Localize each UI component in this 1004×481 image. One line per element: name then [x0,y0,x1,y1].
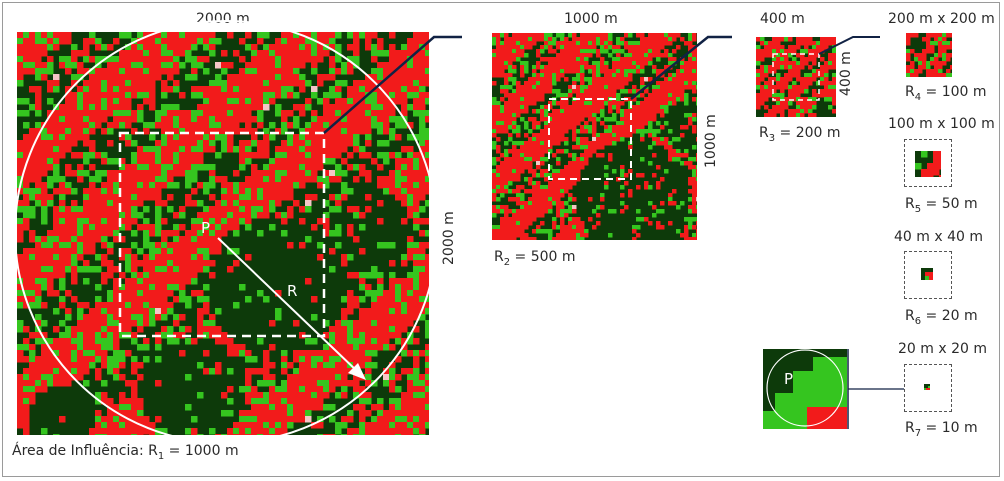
panel7-caption: R7 = 10 m [905,420,978,442]
caption-subscript: 2 [503,256,511,268]
panel1-caption: Área de Influência: R1 = 1000 m [12,443,239,465]
land-cover-map-100m [915,151,941,177]
pixel-center-label: P [784,370,794,388]
panel5-caption: R5 = 50 m [905,196,978,218]
panel7-frame [904,364,952,412]
panel2-top-label: 1000 m [564,11,618,27]
land-cover-map-1000m [492,33,697,240]
panel7-top-label: 20 m x 20 m [898,341,987,357]
caption-text: R [905,308,915,324]
pixel-red [807,407,847,429]
land-cover-raster [17,32,429,435]
leader-line-1 [323,35,462,134]
pixel-dark [813,349,847,357]
radius-arrow [217,237,359,373]
caption-subscript: 4 [914,91,922,103]
caption-text: R [759,125,769,141]
panel5-top-label: 100 m x 100 m [888,116,995,132]
pixel-dark [763,349,793,393]
caption-value: = 500 m [510,249,576,265]
caption-value: = 50 m [921,196,978,212]
land-cover-raster [921,268,933,280]
panel6-frame [904,251,952,299]
caption-subscript: 6 [914,315,922,327]
panel4-top-label: 200 m x 200 m [888,11,995,27]
center-point-label: P [201,219,211,237]
land-cover-raster [915,151,941,177]
pixel-zoom-circle [766,349,844,427]
panel6-caption: R6 = 20 m [905,308,978,330]
caption-value: = 200 m [775,125,841,141]
land-cover-map-40m [921,268,933,280]
panel5-frame [904,139,952,187]
radius-arrowhead [348,363,366,380]
caption-subscript: 3 [768,132,776,144]
land-cover-map-200m [906,33,952,77]
panel1-top-label: 2000 m [196,11,250,27]
pixel-zoom-illustration [763,349,847,429]
panel3-caption: R3 = 200 m [759,125,841,147]
caption-subscript: 5 [914,203,922,215]
zoom-box-400m [548,98,632,180]
caption-text: R [905,196,915,212]
land-cover-raster [906,33,952,77]
land-cover-raster [924,384,930,390]
panel6-top-label: 40 m x 40 m [894,229,983,245]
caption-text: R [905,84,915,100]
panel4-caption: R4 = 100 m [905,84,987,106]
caption-text: R [905,420,915,436]
caption-value: = 20 m [921,308,978,324]
panel2-caption: R2 = 500 m [494,249,576,271]
land-cover-raster [492,33,697,240]
land-cover-map-2000m [17,32,429,435]
influence-circle [14,20,438,444]
caption-subscript: 1 [157,450,165,462]
leader-line-3 [818,36,880,55]
pixel-grid [763,349,847,429]
zoom-box-200m [772,53,820,101]
leader-line-2 [630,35,732,100]
zoom-box-1000m [118,131,326,338]
panel3-top-label: 400 m [760,11,805,27]
radius-label: R [287,282,298,300]
caption-value: = 10 m [921,420,978,436]
caption-text: R [494,249,504,265]
caption-value: = 1000 m [164,443,239,459]
caption-value: = 100 m [921,84,987,100]
caption-text: Área de Influência: R [12,443,158,459]
caption-subscript: 7 [914,427,922,439]
land-cover-map-20m [924,384,930,390]
